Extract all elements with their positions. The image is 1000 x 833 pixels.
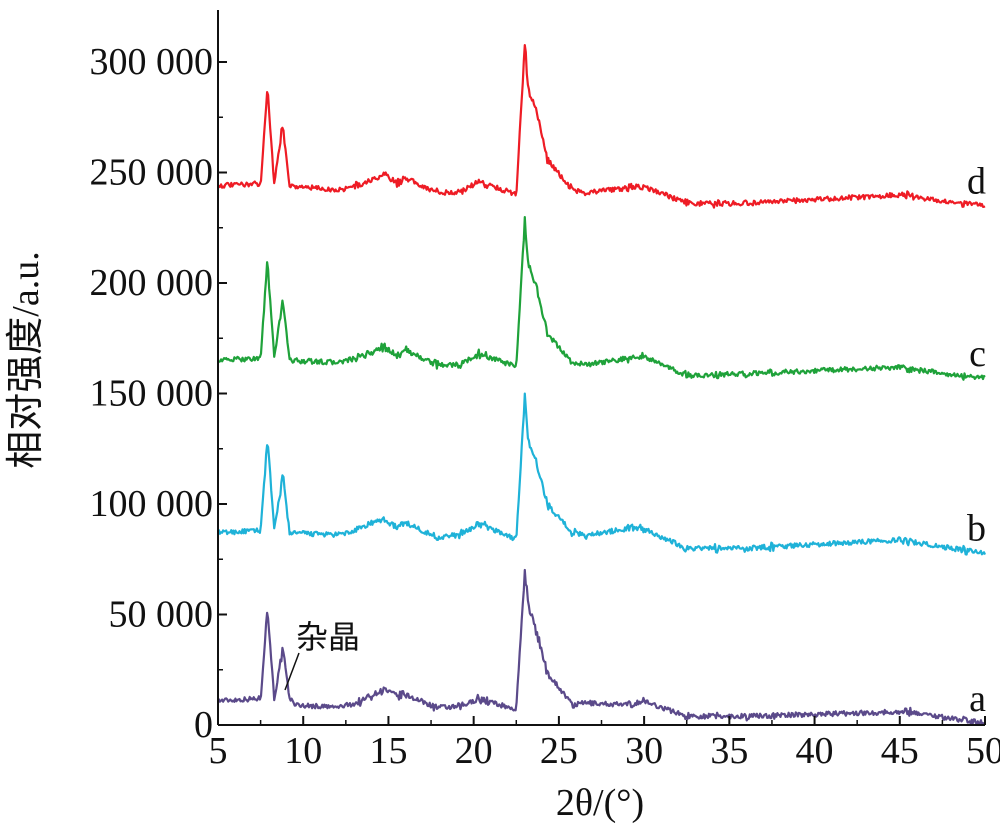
x-tick-label: 40: [796, 730, 834, 772]
x-tick-label: 50: [966, 730, 1000, 772]
series-label-b: b: [967, 508, 986, 550]
series-line-d: [216, 44, 986, 209]
x-tick-label: 15: [369, 730, 407, 772]
x-tick-label: 35: [710, 730, 748, 772]
series-tags: a b c d: [967, 161, 986, 720]
x-axis-title: 2θ/(°): [556, 782, 644, 824]
series-label-a: a: [969, 678, 986, 720]
series-line-b: [216, 392, 987, 556]
x-tick-label: 10: [284, 730, 322, 772]
x-axis-ticks: 5 10 15 20 25 30 35 40 45 50: [209, 716, 1000, 772]
y-axis-title: 相对强度/a.u.: [5, 251, 47, 468]
series-label-d: d: [967, 161, 986, 203]
x-tick-label: 45: [881, 730, 919, 772]
y-tick-label: 50 000: [109, 594, 214, 636]
x-tick-label: 30: [625, 730, 663, 772]
x-tick-label: 20: [455, 730, 493, 772]
y-axis-ticks: 0 50 000 100 000 150 000 200 000 250 000 300 0…: [90, 41, 227, 746]
annotation-pointer: [284, 652, 300, 691]
annotation-text: 杂晶: [296, 618, 360, 656]
x-tick-label: 5: [209, 730, 228, 772]
y-tick-label: 0: [194, 704, 213, 746]
series-line-c: [217, 216, 986, 381]
y-tick-label: 200 000: [90, 262, 214, 304]
y-tick-label: 100 000: [90, 483, 214, 525]
y-tick-label: 250 000: [90, 152, 214, 194]
impurity-annotation: 杂晶: [284, 618, 360, 691]
plot-lines: [216, 44, 987, 726]
series-line-a: [216, 568, 986, 726]
y-tick-label: 300 000: [90, 41, 214, 83]
x-tick-label: 25: [540, 730, 578, 772]
y-tick-label: 150 000: [90, 373, 214, 415]
series-label-c: c: [969, 333, 986, 375]
